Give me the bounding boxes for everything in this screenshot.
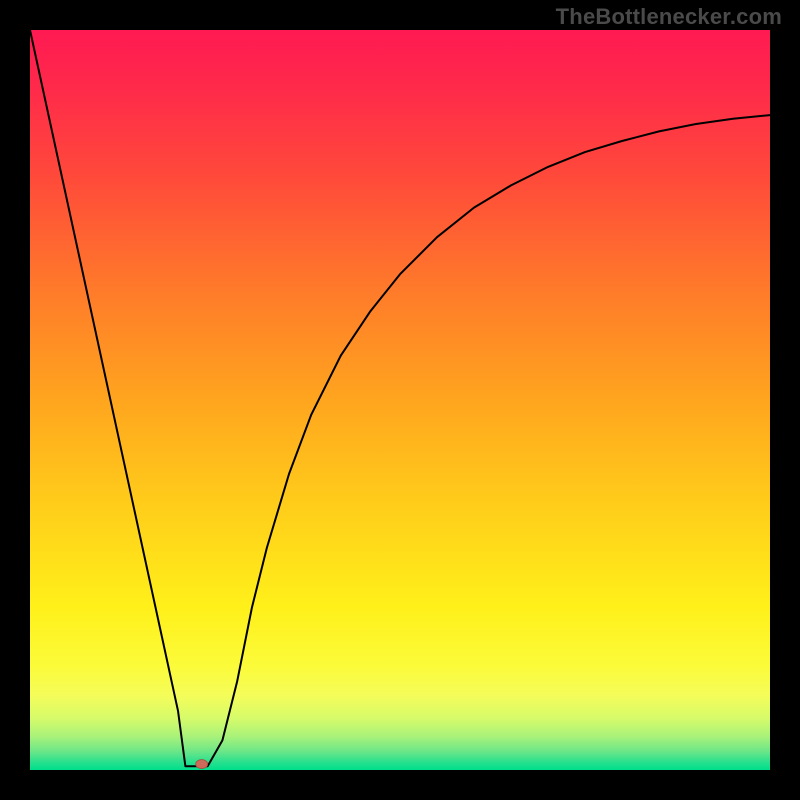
chart-svg [30, 30, 770, 770]
watermark-text: TheBottlenecker.com [556, 4, 782, 30]
minimum-marker [196, 760, 208, 769]
gradient-background [30, 30, 770, 770]
outer-frame: TheBottlenecker.com [0, 0, 800, 800]
plot-area [30, 30, 770, 770]
